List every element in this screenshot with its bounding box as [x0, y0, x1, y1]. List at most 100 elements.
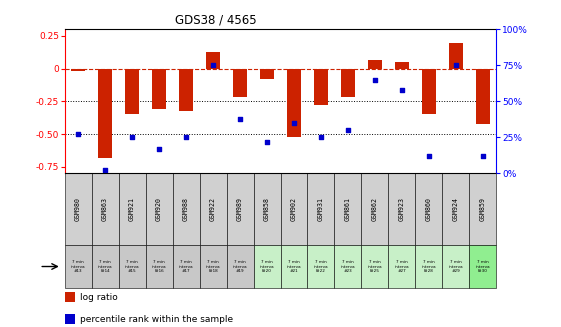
Bar — [227, 245, 254, 288]
Text: 7 min
interva
#21: 7 min interva #21 — [287, 260, 301, 273]
Bar — [71, 69, 85, 71]
Bar — [280, 245, 307, 288]
Bar — [421, 69, 436, 114]
Text: log ratio: log ratio — [80, 293, 117, 302]
Point — [343, 128, 352, 133]
Text: GSM863: GSM863 — [102, 197, 108, 221]
Point — [127, 135, 136, 140]
Text: 7 min
interva
l#25: 7 min interva l#25 — [367, 260, 382, 273]
Text: GSM859: GSM859 — [480, 197, 486, 221]
Text: 7 min
interva
l#14: 7 min interva l#14 — [98, 260, 112, 273]
Bar — [307, 245, 334, 288]
Text: GSM922: GSM922 — [210, 197, 216, 221]
Bar — [314, 69, 328, 105]
Bar — [233, 69, 247, 97]
Text: 7 min
interva
#27: 7 min interva #27 — [395, 260, 410, 273]
Bar — [118, 245, 145, 288]
Bar — [287, 69, 301, 137]
Bar — [443, 245, 470, 288]
Bar — [125, 69, 140, 114]
Text: GSM860: GSM860 — [426, 197, 432, 221]
Bar — [476, 69, 490, 124]
Point — [263, 139, 272, 144]
Bar — [394, 62, 410, 69]
Text: GSM924: GSM924 — [453, 197, 459, 221]
Text: GSM861: GSM861 — [345, 197, 351, 221]
Point — [154, 146, 163, 151]
Text: GSM989: GSM989 — [237, 197, 243, 221]
Bar — [389, 173, 416, 245]
Text: percentile rank within the sample: percentile rank within the sample — [80, 315, 233, 324]
Point — [289, 120, 298, 126]
Bar — [178, 69, 194, 111]
Bar — [260, 69, 274, 79]
Point — [236, 116, 245, 121]
Text: GSM920: GSM920 — [156, 197, 162, 221]
Bar — [389, 245, 416, 288]
Bar — [227, 173, 254, 245]
Bar — [470, 173, 496, 245]
Point — [73, 132, 82, 137]
Bar — [254, 173, 280, 245]
Text: 7 min
interva
#17: 7 min interva #17 — [179, 260, 194, 273]
Bar — [449, 43, 463, 69]
Text: 7 min
interva
l#20: 7 min interva l#20 — [260, 260, 274, 273]
Point — [479, 153, 488, 159]
Bar — [65, 314, 75, 324]
Bar — [254, 245, 280, 288]
Text: GSM980: GSM980 — [75, 197, 81, 221]
Bar — [361, 245, 388, 288]
Bar — [361, 173, 388, 245]
Bar — [65, 245, 91, 288]
Bar — [65, 292, 75, 302]
Text: 7 min
interva
#15: 7 min interva #15 — [125, 260, 139, 273]
Bar — [334, 173, 361, 245]
Bar — [173, 173, 200, 245]
Text: 7 min
interva
l#30: 7 min interva l#30 — [476, 260, 490, 273]
Text: 7 min
interva
#19: 7 min interva #19 — [233, 260, 247, 273]
Point — [398, 87, 407, 93]
Bar — [416, 173, 443, 245]
Point — [182, 135, 191, 140]
Text: 7 min
interva
#13: 7 min interva #13 — [71, 260, 85, 273]
Bar — [334, 245, 361, 288]
Bar — [200, 173, 227, 245]
Bar — [200, 245, 227, 288]
Bar — [341, 69, 356, 97]
Point — [100, 168, 109, 173]
Bar — [205, 52, 220, 69]
Point — [316, 135, 325, 140]
Bar — [118, 173, 145, 245]
Text: GSM858: GSM858 — [264, 197, 270, 221]
Text: 7 min
interva
#23: 7 min interva #23 — [341, 260, 355, 273]
Text: GSM931: GSM931 — [318, 197, 324, 221]
Bar — [416, 245, 443, 288]
Bar — [280, 173, 307, 245]
Text: 7 min
interva
l#22: 7 min interva l#22 — [314, 260, 328, 273]
Bar — [173, 245, 200, 288]
Bar — [443, 173, 470, 245]
Text: GDS38 / 4565: GDS38 / 4565 — [175, 13, 256, 26]
Text: GSM902: GSM902 — [291, 197, 297, 221]
Point — [209, 63, 218, 68]
Point — [452, 63, 461, 68]
Bar — [91, 245, 118, 288]
Bar — [151, 69, 167, 109]
Text: 7 min
interva
l#18: 7 min interva l#18 — [206, 260, 220, 273]
Text: 7 min
interva
#29: 7 min interva #29 — [449, 260, 463, 273]
Point — [425, 153, 434, 159]
Text: 7 min
interva
l#16: 7 min interva l#16 — [151, 260, 166, 273]
Text: GSM923: GSM923 — [399, 197, 405, 221]
Text: GSM988: GSM988 — [183, 197, 189, 221]
Bar — [470, 245, 496, 288]
Bar — [91, 173, 118, 245]
Text: 7 min
interva
l#28: 7 min interva l#28 — [422, 260, 436, 273]
Bar — [307, 173, 334, 245]
Bar — [65, 173, 91, 245]
Bar — [367, 60, 383, 69]
Text: GSM921: GSM921 — [129, 197, 135, 221]
Point — [370, 77, 379, 82]
Bar — [145, 173, 173, 245]
Bar — [98, 69, 112, 158]
Bar — [145, 245, 173, 288]
